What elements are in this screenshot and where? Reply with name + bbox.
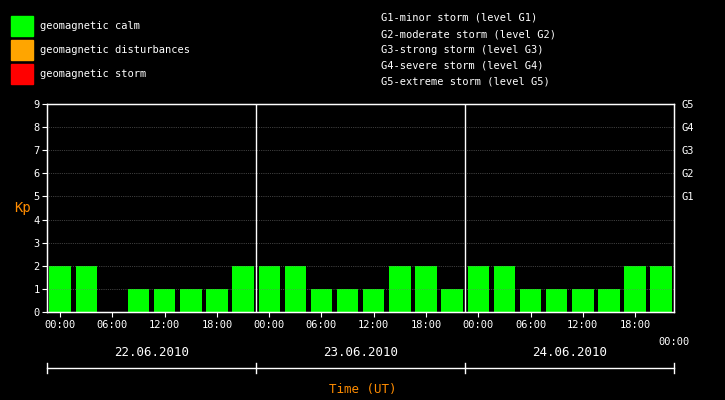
Bar — [180, 289, 202, 312]
Text: G2-moderate storm (level G2): G2-moderate storm (level G2) — [381, 29, 555, 39]
Text: G3-strong storm (level G3): G3-strong storm (level G3) — [381, 45, 543, 55]
Y-axis label: Kp: Kp — [14, 201, 30, 215]
Text: G5-extreme storm (level G5): G5-extreme storm (level G5) — [381, 77, 550, 87]
Text: 00:00: 00:00 — [658, 338, 690, 348]
Bar — [233, 266, 254, 312]
Text: geomagnetic storm: geomagnetic storm — [40, 69, 146, 79]
Bar — [311, 289, 332, 312]
Bar — [206, 289, 228, 312]
Text: G4-severe storm (level G4): G4-severe storm (level G4) — [381, 61, 543, 71]
Bar — [128, 289, 149, 312]
Bar — [572, 289, 594, 312]
Text: G1-minor storm (level G1): G1-minor storm (level G1) — [381, 13, 537, 23]
Text: 24.06.2010: 24.06.2010 — [532, 346, 608, 358]
Bar — [259, 266, 280, 312]
Bar — [650, 266, 672, 312]
Text: 22.06.2010: 22.06.2010 — [114, 346, 189, 358]
Bar — [494, 266, 515, 312]
Text: geomagnetic calm: geomagnetic calm — [40, 21, 140, 31]
Bar — [442, 289, 463, 312]
Bar — [546, 289, 568, 312]
Bar — [337, 289, 358, 312]
Bar — [520, 289, 542, 312]
Bar — [154, 289, 175, 312]
Bar — [363, 289, 384, 312]
Bar — [49, 266, 71, 312]
Bar — [415, 266, 436, 312]
Text: 23.06.2010: 23.06.2010 — [323, 346, 398, 358]
Bar — [285, 266, 306, 312]
Bar — [624, 266, 646, 312]
Bar — [598, 289, 620, 312]
Text: geomagnetic disturbances: geomagnetic disturbances — [40, 45, 190, 55]
Bar — [75, 266, 97, 312]
Bar — [389, 266, 410, 312]
Bar — [468, 266, 489, 312]
Text: Time (UT): Time (UT) — [328, 383, 397, 396]
